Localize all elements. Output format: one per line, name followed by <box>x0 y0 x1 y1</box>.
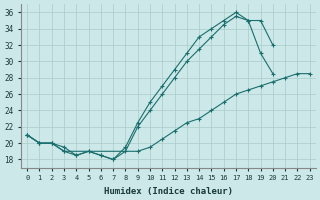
X-axis label: Humidex (Indice chaleur): Humidex (Indice chaleur) <box>104 187 233 196</box>
